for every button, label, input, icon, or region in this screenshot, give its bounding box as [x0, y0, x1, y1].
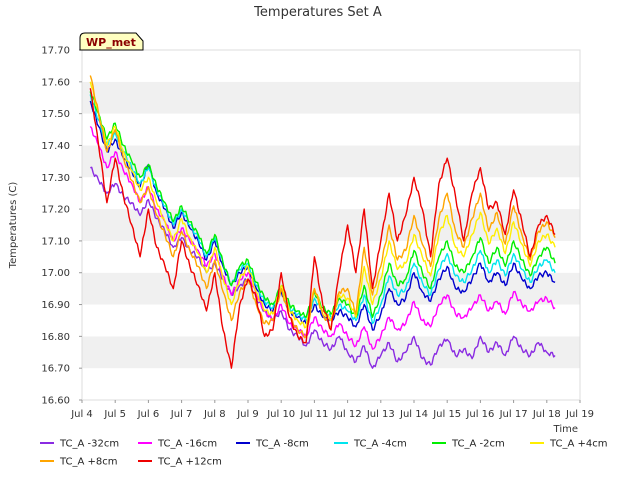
y-axis: 16.60 16.70 16.80 16.90 17.00 17.10 17.20 17.30… — [41, 46, 82, 407]
x-tick-label: Jul 13 — [366, 409, 395, 420]
x-axis-title: Time — [553, 424, 578, 435]
series-line-tc-a-16cm — [89, 125, 556, 350]
grid-band — [82, 336, 580, 369]
y-tick-label: 17.30 — [41, 173, 70, 184]
y-tick-label: 17.00 — [41, 268, 70, 279]
x-tick-label: Jul 4 — [70, 409, 93, 420]
x-tick-label: Jul 6 — [137, 409, 160, 420]
grid-band — [82, 145, 580, 178]
x-tick-label: Jul 15 — [432, 409, 461, 420]
y-tick-label: 17.60 — [41, 77, 70, 88]
x-tick-label: Jul 17 — [499, 409, 528, 420]
series-line-tc-a-32cm — [90, 166, 556, 369]
plot-area-frame — [81, 49, 581, 401]
series-line-tc-a-4cm — [89, 81, 556, 329]
x-tick-label: Jul 18 — [532, 409, 561, 420]
grid-band — [82, 113, 580, 146]
chart-title: Temperatures Set A — [253, 5, 382, 20]
x-tick-label: Jul 10 — [266, 409, 295, 420]
y-tick-label: 17.40 — [41, 141, 70, 152]
x-tick-label: Jul 12 — [333, 409, 362, 420]
legend-label: TC_A -8cm — [255, 439, 309, 450]
grid-band — [82, 368, 580, 400]
wp-met-badge: WP_met — [79, 32, 144, 51]
series-lines — [89, 75, 556, 369]
grid-band — [82, 50, 580, 82]
grid-band — [82, 272, 580, 305]
y-tick-label: 16.90 — [41, 300, 70, 311]
badge-label: WP_met — [86, 36, 136, 49]
y-tick-label: 16.60 — [41, 396, 70, 407]
x-tick-label: Jul 11 — [299, 409, 328, 420]
y-axis-title: Temperatures (C) — [8, 182, 19, 270]
x-tick-label: Jul 19 — [565, 409, 594, 420]
legend-label: TC_A +8cm — [59, 457, 118, 468]
y-tick-label: 17.20 — [41, 205, 70, 216]
legend-label: TC_A -32cm — [59, 439, 119, 450]
legend-label: TC_A -16cm — [157, 439, 217, 450]
legend: TC_A -32cm TC_A -16cm TC_A -8cm TC_A -4cm TC… — [40, 439, 608, 468]
y-tick-label: 16.70 — [41, 364, 70, 375]
y-tick-label: 17.70 — [41, 46, 70, 57]
y-tick-label: 17.50 — [41, 109, 70, 120]
legend-label: TC_A -4cm — [353, 439, 407, 450]
x-tick-label: Jul 7 — [170, 409, 193, 420]
y-tick-label: 17.10 — [41, 236, 70, 247]
grid-band — [82, 81, 580, 114]
x-axis: Jul 4 Jul 5 Jul 6 Jul 7 Jul 8 Jul 9 Jul 10 Jul … — [70, 400, 594, 420]
series-line-tc-a-8cm — [89, 75, 556, 339]
x-tick-label: Jul 14 — [399, 409, 428, 420]
grid-bands — [82, 50, 580, 400]
legend-label: TC_A +4cm — [549, 439, 608, 450]
series-line-tc-a-12cm — [89, 88, 556, 369]
x-tick-label: Jul 8 — [203, 409, 226, 420]
x-tick-label: Jul 16 — [465, 409, 494, 420]
legend-label: TC_A -2cm — [451, 439, 505, 450]
legend-label: TC_A +12cm — [157, 457, 222, 468]
x-tick-label: Jul 5 — [103, 409, 126, 420]
x-tick-label: Jul 9 — [236, 409, 259, 420]
y-tick-label: 16.80 — [41, 332, 70, 343]
